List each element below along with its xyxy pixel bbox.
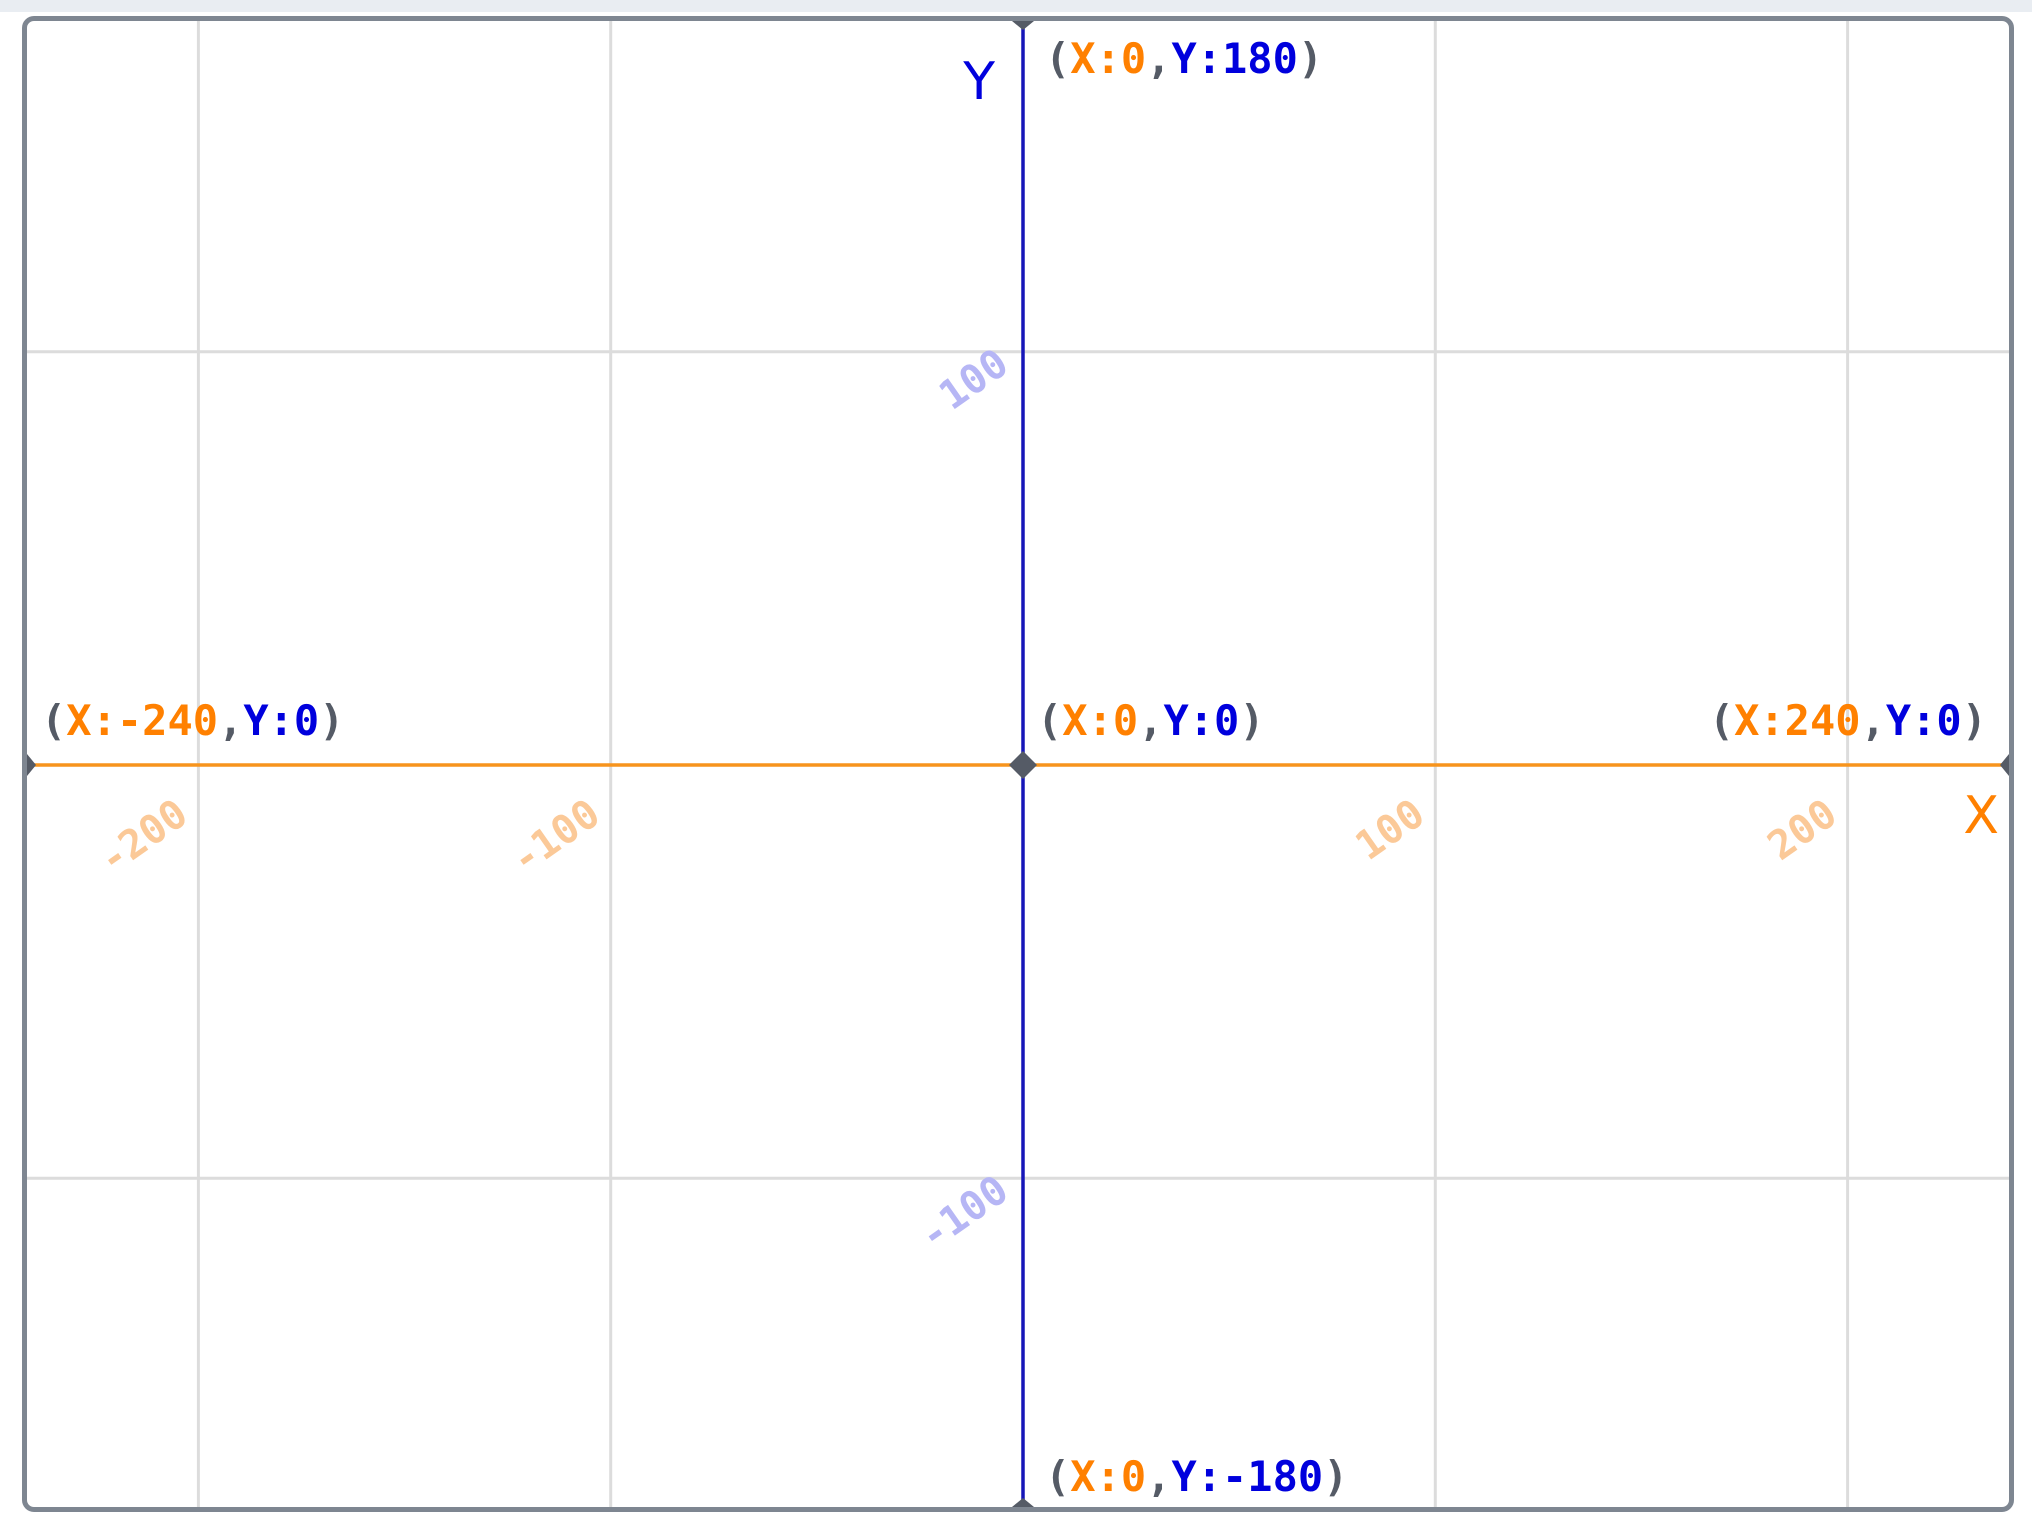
y-axis-bottom-arrow-icon xyxy=(1012,1498,1034,1507)
x-axis-left-arrow-icon xyxy=(27,754,36,776)
y-axis-top-arrow-icon xyxy=(1012,21,1034,30)
coord-separator: , xyxy=(1138,696,1163,745)
coord-open-bracket: ( xyxy=(1037,696,1062,745)
x-tick-label: 200 xyxy=(1760,791,1846,870)
coord-x-part: X:240 xyxy=(1734,696,1860,745)
coord-close-bracket: ) xyxy=(1962,696,1987,745)
origin-marker-icon xyxy=(1009,751,1037,779)
coord-label-bottom: (X:0,Y:-180) xyxy=(1045,1452,1348,1501)
coord-open-bracket: ( xyxy=(1709,696,1734,745)
coord-label-left: (X:-240,Y:0) xyxy=(41,696,344,745)
coord-y-part: Y:180 xyxy=(1171,34,1297,83)
coord-close-bracket: ) xyxy=(319,696,344,745)
x-axis-right-arrow-icon xyxy=(2000,754,2009,776)
x-axis-name: X xyxy=(1963,786,1999,846)
coord-close-bracket: ) xyxy=(1323,1452,1348,1501)
coord-y-part: Y:0 xyxy=(243,696,319,745)
coord-label-top: (X:0,Y:180) xyxy=(1045,34,1323,83)
coord-open-bracket: ( xyxy=(41,696,66,745)
coord-close-bracket: ) xyxy=(1239,696,1264,745)
page-top-strip xyxy=(0,0,2032,12)
coord-open-bracket: ( xyxy=(1045,1452,1070,1501)
coord-y-part: Y:0 xyxy=(1886,696,1962,745)
axes: YX xyxy=(27,21,2009,1507)
coord-x-part: X:0 xyxy=(1062,696,1138,745)
coord-x-part: X:0 xyxy=(1070,34,1146,83)
coord-x-part: X:-240 xyxy=(66,696,218,745)
coord-separator: , xyxy=(1146,34,1171,83)
y-axis-name: Y xyxy=(962,52,995,112)
coord-label-right: (X:240,Y:0) xyxy=(1709,696,1987,745)
coordinate-labels: (X:0,Y:180)(X:-240,Y:0) (X:0,Y:0) (X:240,Y… xyxy=(41,34,1987,1501)
coord-open-bracket: ( xyxy=(1045,34,1070,83)
coord-label-center: (X:0,Y:0) xyxy=(1037,696,1265,745)
x-tick-label: -200 xyxy=(91,791,196,884)
coord-x-part: X:0 xyxy=(1070,1452,1146,1501)
coord-close-bracket: ) xyxy=(1298,34,1323,83)
coord-separator: , xyxy=(1146,1452,1171,1501)
x-tick-label: -100 xyxy=(503,791,608,884)
coord-y-part: Y:-180 xyxy=(1171,1452,1323,1501)
coord-y-part: Y:0 xyxy=(1163,696,1239,745)
y-tick-label: -100 xyxy=(911,1167,1016,1260)
coord-separator: , xyxy=(218,696,243,745)
x-tick-label: 100 xyxy=(1347,791,1433,870)
coord-separator: , xyxy=(1861,696,1886,745)
